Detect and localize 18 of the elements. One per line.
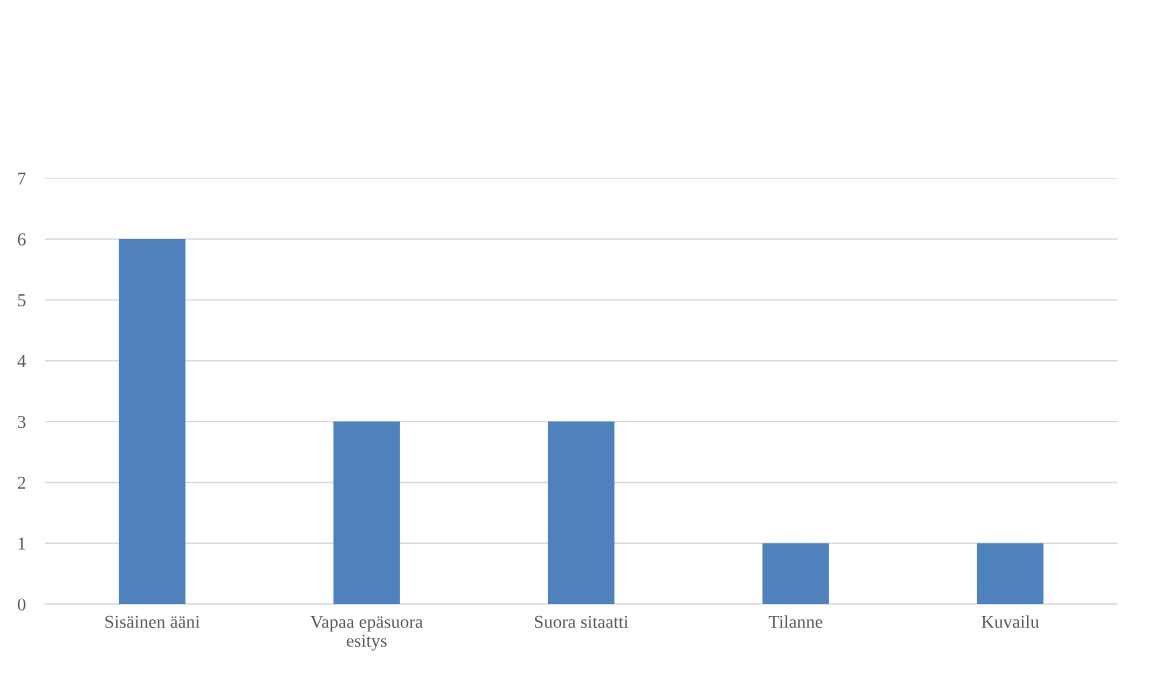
bar	[333, 421, 400, 605]
y-tick-label: 0	[17, 598, 26, 611]
x-tick-label: Tilanne	[768, 615, 823, 628]
y-tick-label: 7	[18, 172, 26, 185]
x-tick-label: Suora sitaatti	[535, 615, 629, 628]
y-tick-label: 3	[18, 415, 26, 429]
bar	[118, 239, 186, 605]
bar	[976, 543, 1044, 605]
x-tick-label: Vapaa epäsuora esitys	[310, 615, 423, 651]
y-tick-label: 2	[17, 476, 26, 489]
bar	[762, 543, 829, 605]
bar	[547, 421, 615, 605]
y-tick-label: 1	[18, 537, 26, 550]
y-tick-label: 4	[17, 355, 26, 367]
y-tick-label: 6	[17, 233, 26, 246]
y-tick-label: 5	[18, 294, 26, 307]
x-tick-label: Sisäinen ääni	[105, 615, 200, 628]
x-tick-label: Kuvailu	[981, 615, 1039, 628]
